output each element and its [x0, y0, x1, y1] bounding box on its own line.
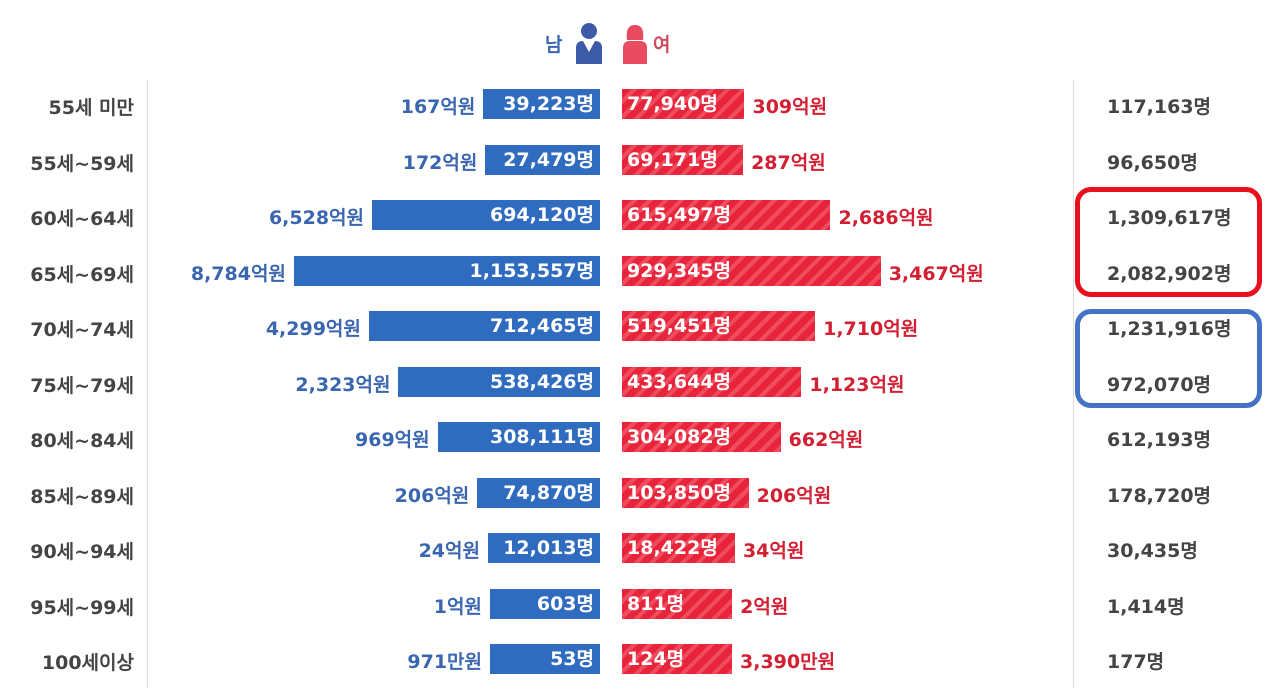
- male-amount-label: 206억원: [394, 484, 470, 507]
- male-person-icon: [576, 23, 602, 64]
- female-amount-label: 287억원: [751, 151, 826, 174]
- female-amount-label: 3,467억원: [888, 262, 984, 285]
- total-label: 1,231,916명: [1107, 318, 1232, 340]
- female-amount-label: 309억원: [752, 96, 828, 118]
- male-bar: 694,120명: [372, 200, 600, 230]
- table-row: 75세~79세 538,426명 433,644명 2,323억원 1,123억원 972…: [0, 366, 1271, 399]
- female-amount-label: 1,123억원: [809, 373, 905, 396]
- male-bar: 1,153,557명: [293, 255, 600, 286]
- female-amount-label: 3,390만원: [740, 651, 836, 673]
- age-group-label: 55세 미만: [48, 97, 135, 119]
- female-bar: 433,644명: [622, 366, 802, 397]
- male-bar: 538,426명: [398, 366, 600, 397]
- total-label: 178,720명: [1107, 484, 1212, 507]
- male-amount-label: 2,323억원: [295, 373, 391, 396]
- age-group-label: 85세~89세: [30, 485, 134, 508]
- table-row: 85세~89세 74,870명 103,850명 206억원 206억원 178,720명: [0, 477, 1271, 510]
- female-amount-label: 2억원: [740, 595, 789, 618]
- male-bar: 53명: [490, 644, 600, 674]
- table-row: 100세이상 53명 124명 971만원 3,390만원 177명: [0, 644, 1271, 676]
- table-row: 70세~74세 712,465명 519,451명 4,299억원 1,710억원 1,2…: [0, 311, 1271, 343]
- total-label: 96,650명: [1107, 151, 1198, 174]
- female-bar: 615,497명: [622, 200, 831, 230]
- total-label: 1,414명: [1107, 595, 1185, 618]
- male-bar: 603명: [489, 588, 600, 619]
- female-bar: 69,171명: [622, 144, 744, 175]
- table-row: 65세~69세 1,153,557명 929,345명 8,784억원 3,467억원 2…: [0, 255, 1271, 288]
- female-amount-label: 1,710억원: [823, 318, 919, 340]
- female-amount-label: 2,686억원: [838, 207, 934, 229]
- female-bar: 304,082명: [622, 422, 781, 452]
- male-bar: 39,223명: [483, 89, 600, 119]
- total-label: 177명: [1107, 651, 1165, 673]
- total-label: 612,193명: [1107, 429, 1212, 451]
- male-amount-label: 8,784억원: [190, 262, 286, 285]
- female-bar: 18,422명: [622, 533, 735, 563]
- female-bar: 103,850명: [622, 477, 749, 508]
- table-row: 60세~64세 694,120명 615,497명 6,528억원 2,686억원 1,3…: [0, 200, 1271, 232]
- male-bar: 27,479명: [485, 144, 600, 175]
- male-bar: 74,870명: [477, 477, 600, 508]
- age-group-label: 70세~74세: [30, 319, 134, 341]
- total-label: 2,082,902명: [1107, 262, 1232, 285]
- age-group-label: 65세~69세: [30, 263, 134, 286]
- age-group-label: 95세~99세: [30, 596, 134, 619]
- legend-male-label: 남: [545, 34, 563, 56]
- female-bar: 519,451명: [622, 311, 816, 341]
- female-amount-label: 662억원: [788, 429, 864, 451]
- highlight-box-blue: [1075, 309, 1262, 408]
- female-bar: 811명: [622, 588, 733, 619]
- male-amount-label: 971만원: [407, 651, 482, 673]
- age-group-label: 75세~79세: [30, 374, 134, 397]
- male-amount-label: 969억원: [355, 429, 430, 451]
- divider-right: [1073, 80, 1074, 688]
- male-amount-label: 4,299억원: [265, 318, 361, 340]
- total-label: 1,309,617명: [1107, 207, 1232, 229]
- table-row: 80세~84세 308,111명 304,082명 969억원 662억원 612,193…: [0, 422, 1271, 454]
- highlight-box-red: [1075, 187, 1262, 297]
- age-group-label: 100세이상: [41, 652, 134, 674]
- male-amount-label: 6,528억원: [268, 207, 364, 229]
- female-bar: 929,345명: [622, 255, 881, 286]
- male-bar: 712,465명: [368, 311, 600, 341]
- age-group-label: 55세~59세: [30, 152, 134, 175]
- age-group-label: 60세~64세: [30, 208, 134, 230]
- female-amount-label: 34억원: [742, 540, 805, 562]
- total-label: 30,435명: [1107, 540, 1198, 562]
- male-amount-label: 24억원: [418, 540, 480, 562]
- male-bar: 12,013명: [487, 533, 600, 563]
- table-row: 55세 미만 39,223명 77,940명 167억원 309억원 117,163명: [0, 89, 1271, 121]
- divider-left: [147, 80, 148, 688]
- table-row: 55세~59세 27,479명 69,171명 172억원 287억원 96,650명: [0, 144, 1271, 177]
- male-amount-label: 172억원: [402, 151, 478, 174]
- male-amount-label: 167억원: [400, 96, 476, 118]
- male-amount-label: 1억원: [433, 595, 482, 618]
- total-label: 972,070명: [1107, 373, 1212, 396]
- female-bar: 124명: [622, 644, 733, 674]
- table-row: 95세~99세 603명 811명 1억원 2억원 1,414명: [0, 588, 1271, 621]
- male-bar: 308,111명: [437, 422, 600, 452]
- female-bar: 77,940명: [622, 89, 745, 119]
- female-amount-label: 206억원: [756, 484, 832, 507]
- age-group-label: 80세~84세: [30, 430, 134, 452]
- female-person-icon: [623, 25, 647, 64]
- age-group-label: 90세~94세: [30, 541, 134, 563]
- table-row: 90세~94세 12,013명 18,422명 24억원 34억원 30,435명: [0, 533, 1271, 565]
- total-label: 117,163명: [1107, 96, 1212, 118]
- legend-female-label: 여: [653, 34, 671, 56]
